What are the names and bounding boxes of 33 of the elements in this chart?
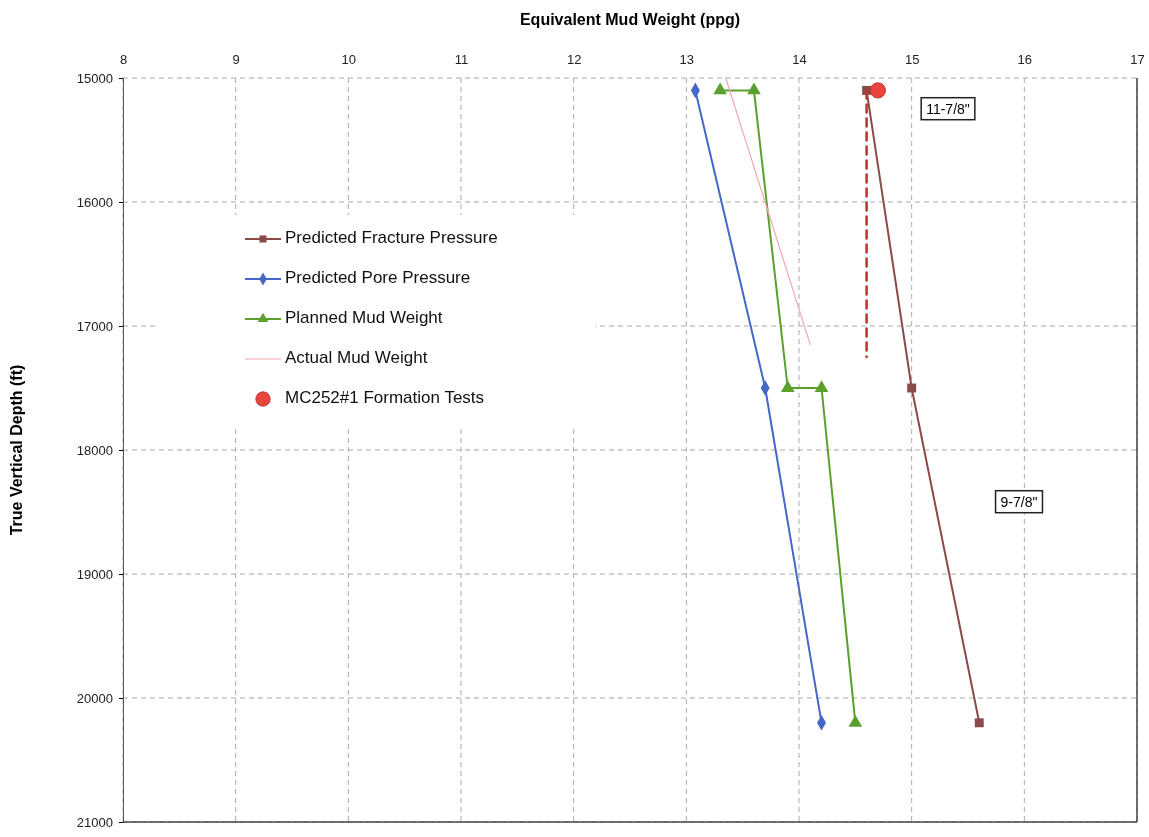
point	[747, 82, 761, 95]
legend-label: Actual Mud Weight	[285, 348, 428, 368]
legend-label: Predicted Pore Pressure	[285, 268, 471, 288]
x-tick-label: 17	[1130, 52, 1145, 67]
legend-label: Predicted Fracture Pressure	[285, 228, 498, 248]
x-tick-label: 16	[1017, 52, 1033, 67]
annotation: 11-7/8"	[926, 100, 970, 117]
y-tick-label: 20000	[76, 690, 113, 706]
y-tick-label: 16000	[76, 194, 113, 210]
x-tick-label: 14	[792, 52, 807, 67]
y-tick-label: 15000	[76, 70, 113, 86]
x-tick-label: 10	[341, 52, 357, 67]
y-tick-label: 17000	[76, 318, 113, 334]
point	[814, 380, 829, 392]
y-tick-label: 19000	[76, 566, 113, 582]
y-axis-title: True Vertical Depth (ft)	[8, 364, 25, 536]
x-tick-label: 8	[119, 52, 128, 67]
x-tick-label: 15	[904, 52, 920, 67]
point	[974, 718, 984, 728]
point	[780, 380, 795, 392]
y-tick-label: 18000	[76, 442, 113, 458]
x-tick-label: 13	[679, 52, 695, 67]
x-tick-label: 11	[454, 52, 469, 67]
x-tick-label: 9	[232, 52, 240, 67]
legend-label: Planned Mud Weight	[285, 308, 443, 328]
legend-label: MC252#1 Formation Tests	[285, 388, 485, 408]
x-tick-label: 12	[566, 52, 582, 67]
y-tick-label: 21000	[76, 814, 113, 830]
point	[713, 82, 727, 95]
point	[907, 383, 917, 393]
x-axis-title: Equivalent Mud Weight (ppg)	[519, 11, 741, 28]
annotation: 9-7/8"	[1000, 493, 1038, 510]
point	[869, 82, 886, 99]
